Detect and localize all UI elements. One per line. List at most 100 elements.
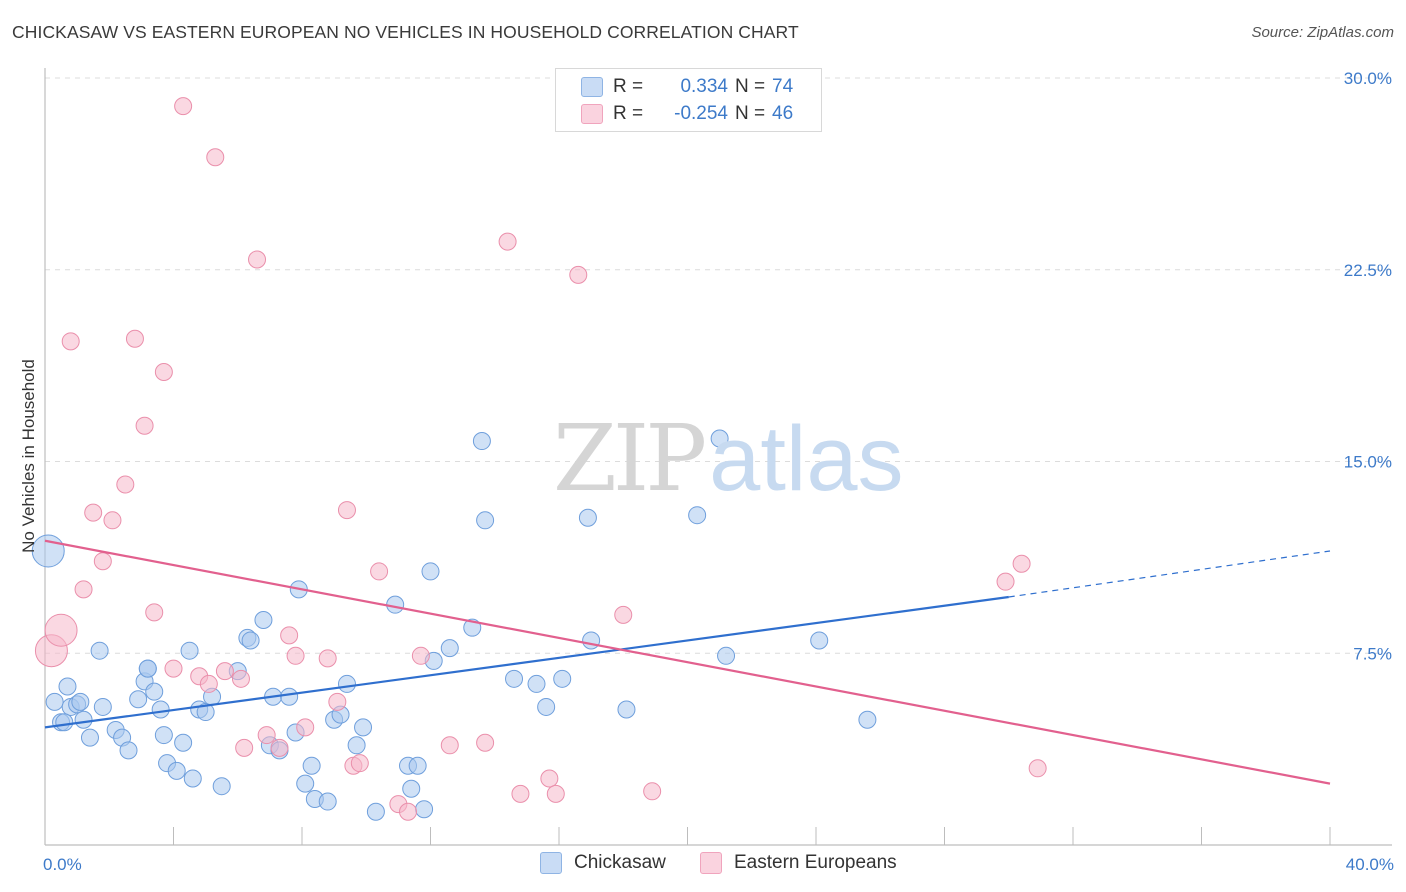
chickasaw-point [440, 639, 459, 658]
eastern-european-point [546, 784, 565, 803]
eastern-european-point [116, 475, 135, 494]
eastern-european-point [135, 416, 154, 435]
legend-swatch-chickasaw [581, 77, 603, 97]
chickasaw-point [93, 697, 112, 716]
chickasaw-point [145, 682, 164, 701]
eastern-european-point [498, 232, 517, 251]
eastern-european-point [231, 669, 250, 688]
legend-r-label: R = [613, 76, 644, 97]
eastern-european-point [280, 626, 299, 645]
eastern-swatch [700, 852, 722, 874]
chickasaw-point [318, 792, 337, 811]
chickasaw-point [212, 777, 231, 796]
eastern-european-point [44, 613, 78, 647]
chickasaw-point [90, 641, 109, 660]
chickasaw-point [167, 761, 186, 780]
grid-lines [45, 77, 1392, 654]
chickasaw-point [354, 718, 373, 737]
chickasaw-point [582, 631, 601, 650]
chickasaw-point [472, 432, 491, 451]
chickasaw-point [337, 674, 356, 693]
chickasaw-point [296, 774, 315, 793]
eastern-european-point [614, 605, 633, 624]
chickasaw-point [421, 562, 440, 581]
legend-n-value: 46 [772, 103, 794, 124]
eastern-european-point [399, 802, 418, 821]
chickasaw-trend-extension [1008, 550, 1331, 598]
eastern-european-point [540, 769, 559, 788]
chickasaw-point [553, 669, 572, 688]
tick-labels: 7.5% 15.0% 22.5% 30.0% 0.0% 40.0% [43, 69, 1394, 874]
eastern-european-point [61, 332, 80, 351]
chickasaw-point [174, 733, 193, 752]
chickasaw-point [74, 710, 93, 729]
series-legend-eastern: Eastern Europeans [700, 852, 897, 874]
eastern-european-point [286, 646, 305, 665]
chickasaw-swatch [540, 852, 562, 874]
legend-r-label: R = [613, 103, 644, 124]
eastern-european-point [296, 718, 315, 737]
eastern-european-point [125, 329, 144, 348]
eastern-european-point [1012, 554, 1031, 573]
y-tick-label: 30.0% [1344, 69, 1392, 88]
eastern-european-point [84, 503, 103, 522]
chickasaw-point [241, 631, 260, 650]
chickasaw-point [280, 687, 299, 706]
chickasaw-point [710, 429, 729, 448]
chickasaw-point [537, 697, 556, 716]
chickasaw-point [71, 692, 90, 711]
eastern-european-point [1028, 759, 1047, 778]
chickasaw-point [254, 611, 273, 630]
chickasaw-point [347, 736, 366, 755]
legend-r-value: -0.254 [674, 103, 728, 124]
chickasaw-point [717, 646, 736, 665]
y-tick-label: 15.0% [1344, 453, 1392, 472]
chickasaw-point [58, 677, 77, 696]
chickasaw-point [617, 700, 636, 719]
eastern-european-point [370, 562, 389, 581]
eastern-european-point [174, 97, 193, 116]
eastern-european-point [411, 646, 430, 665]
y-axis-label: No Vehicles in Household [19, 359, 38, 553]
y-tick-label: 7.5% [1353, 644, 1392, 663]
chart-title: CHICKASAW VS EASTERN EUROPEAN NO VEHICLE… [12, 22, 799, 42]
eastern-european-point [318, 649, 337, 668]
legend-n-label: N = [735, 103, 766, 124]
chickasaw-point [55, 713, 74, 732]
chickasaw-point [408, 756, 427, 775]
chickasaw-point [415, 800, 434, 819]
chickasaw-point [810, 631, 829, 650]
eastern-european-point [476, 733, 495, 752]
legend-n-label: N = [735, 76, 766, 97]
chickasaw-legend-label: Chickasaw [574, 852, 666, 873]
chickasaw-point [180, 641, 199, 660]
chickasaw-point [366, 802, 385, 821]
eastern-european-point [350, 754, 369, 773]
eastern-european-point [996, 572, 1015, 591]
chickasaw-point [154, 726, 173, 745]
chickasaw-point [129, 690, 148, 709]
eastern-european-point [511, 784, 530, 803]
chickasaw-point [119, 741, 138, 760]
chickasaw-point [402, 779, 421, 798]
chickasaw-point [476, 511, 495, 530]
series-legend: Chickasaw Eastern Europeans [0, 852, 1406, 878]
chickasaw-point [858, 710, 877, 729]
axes [44, 68, 1392, 846]
eastern-european-point [569, 265, 588, 284]
eastern-european-trend-line [44, 539, 1331, 785]
chickasaw-point [183, 769, 202, 788]
eastern-european-point [235, 738, 254, 757]
eastern-european-point [257, 726, 276, 745]
eastern-european-point [328, 692, 347, 711]
chickasaw-point [80, 728, 99, 747]
eastern-european-point [145, 603, 164, 622]
eastern-european-point [248, 250, 267, 269]
legend-r-value: 0.334 [680, 76, 728, 97]
chickasaw-point [527, 674, 546, 693]
eastern-european-point [164, 659, 183, 678]
eastern-european-point [74, 580, 93, 599]
chickasaw-trend-line [44, 595, 1009, 729]
eastern-european-point [215, 662, 234, 681]
